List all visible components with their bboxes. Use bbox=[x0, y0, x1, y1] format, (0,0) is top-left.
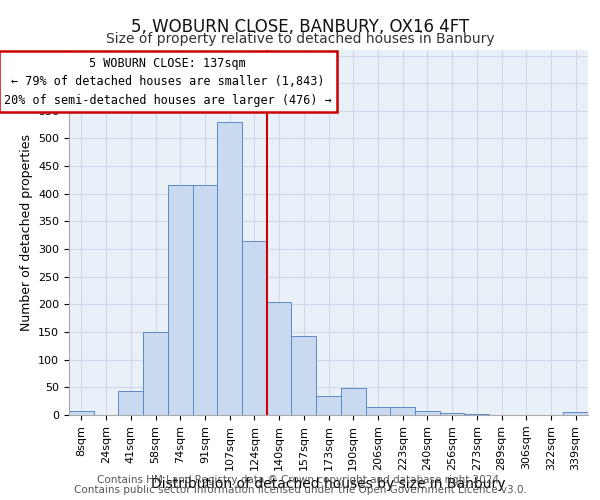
Bar bbox=[440, 414, 464, 415]
Bar bbox=[69, 410, 94, 415]
Bar bbox=[415, 410, 440, 415]
Bar bbox=[563, 412, 588, 415]
Text: Contains HM Land Registry data © Crown copyright and database right 2024.: Contains HM Land Registry data © Crown c… bbox=[97, 475, 503, 485]
Bar bbox=[118, 390, 143, 415]
Y-axis label: Number of detached properties: Number of detached properties bbox=[20, 134, 32, 331]
Bar bbox=[143, 332, 168, 415]
Bar bbox=[193, 185, 217, 415]
Bar bbox=[365, 406, 390, 415]
Bar bbox=[316, 396, 341, 415]
Text: 5 WOBURN CLOSE: 137sqm
← 79% of detached houses are smaller (1,843)
20% of semi-: 5 WOBURN CLOSE: 137sqm ← 79% of detached… bbox=[4, 56, 332, 106]
Bar bbox=[464, 414, 489, 415]
Text: Size of property relative to detached houses in Banbury: Size of property relative to detached ho… bbox=[106, 32, 494, 46]
Bar bbox=[390, 408, 415, 415]
Bar bbox=[341, 388, 365, 415]
X-axis label: Distribution of detached houses by size in Banbury: Distribution of detached houses by size … bbox=[151, 477, 506, 491]
Bar bbox=[242, 241, 267, 415]
Bar bbox=[267, 302, 292, 415]
Bar bbox=[168, 185, 193, 415]
Bar bbox=[292, 336, 316, 415]
Text: 5, WOBURN CLOSE, BANBURY, OX16 4FT: 5, WOBURN CLOSE, BANBURY, OX16 4FT bbox=[131, 18, 469, 36]
Text: Contains public sector information licensed under the Open Government Licence v3: Contains public sector information licen… bbox=[74, 485, 526, 495]
Bar bbox=[217, 122, 242, 415]
